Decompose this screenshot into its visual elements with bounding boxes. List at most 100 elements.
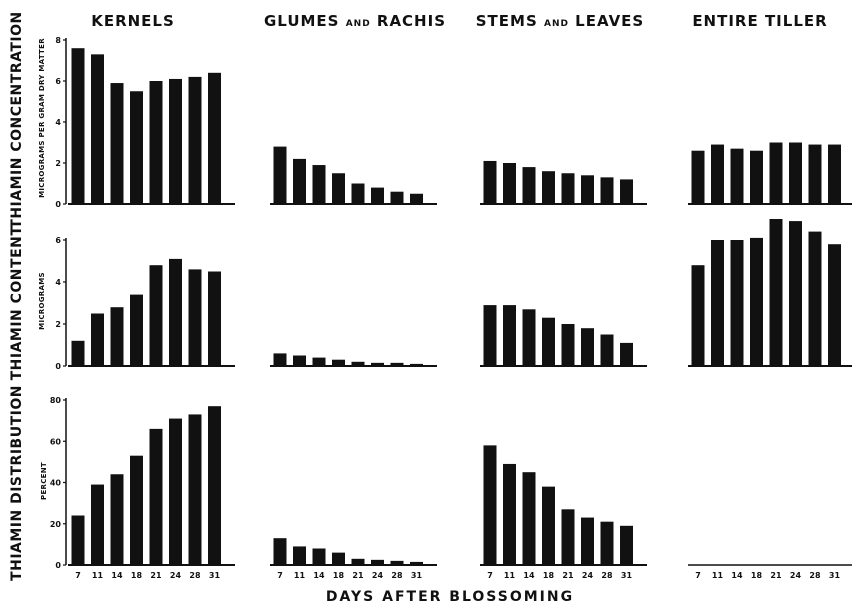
row-label: THIAMIN CONCENTRATION [9, 11, 25, 228]
bar [188, 269, 202, 366]
y-tick-label: 2 [55, 320, 61, 329]
bar [169, 418, 182, 565]
bar [130, 294, 143, 366]
x-tick-label: 24 [582, 571, 594, 580]
bar [351, 558, 365, 565]
x-tick-label: 21 [352, 571, 364, 580]
y-tick-label: 2 [55, 159, 61, 168]
row-unit-label: MICROGRAMS PER GRAM DRY MATTER [38, 38, 46, 198]
bar [188, 414, 202, 565]
bar [483, 160, 497, 204]
bar [769, 142, 783, 204]
bar [149, 428, 163, 565]
bar [561, 509, 575, 565]
bar [620, 179, 633, 204]
x-tick-label: 21 [770, 571, 782, 580]
x-tick-label: 21 [150, 571, 162, 580]
bar [620, 342, 633, 366]
x-tick-label: 18 [131, 571, 143, 580]
x-tick-label: 11 [92, 571, 104, 580]
column-title: ENTIRE TILLER [692, 12, 827, 30]
bar [828, 144, 841, 204]
bar [730, 240, 744, 366]
bar [750, 150, 763, 204]
bar [542, 317, 555, 366]
bar [561, 173, 575, 204]
x-tick-label: 7 [277, 571, 283, 580]
bar [149, 81, 163, 204]
x-tick-label: 14 [731, 571, 743, 580]
bar [483, 305, 497, 366]
y-tick-label: 6 [55, 236, 61, 245]
bar [332, 173, 345, 204]
bar [410, 363, 423, 366]
column-title: STEMS AND LEAVES [476, 12, 644, 30]
x-tick-label: 28 [189, 571, 201, 580]
x-tick-label: 7 [695, 571, 701, 580]
bar [71, 48, 85, 205]
bar [149, 265, 163, 366]
bar [483, 445, 497, 565]
x-tick-label: 11 [504, 571, 516, 580]
bar [71, 515, 85, 565]
x-tick-label: 7 [487, 571, 493, 580]
column-title: KERNELS [91, 12, 175, 30]
bar [390, 362, 404, 366]
x-tick-label: 14 [523, 571, 535, 580]
bar [410, 561, 423, 565]
bar [371, 187, 384, 204]
bar [390, 560, 404, 565]
row-label: THIAMIN DISTRIBUTION [9, 385, 25, 581]
bar [110, 474, 124, 565]
bar [91, 313, 104, 366]
x-tick-label: 18 [751, 571, 763, 580]
bar [691, 150, 705, 204]
bar [620, 525, 633, 565]
x-tick-label: 28 [809, 571, 821, 580]
bar [312, 548, 326, 565]
bar [273, 538, 287, 565]
bar [188, 76, 202, 204]
y-tick-label: 80 [50, 396, 62, 405]
bar [332, 552, 345, 565]
bar [600, 334, 614, 366]
bar [542, 171, 555, 204]
bar [293, 158, 306, 204]
row-unit-label: PERCENT [40, 462, 48, 500]
bar [581, 517, 594, 565]
y-tick-label: 0 [55, 200, 61, 209]
bar [730, 148, 744, 204]
x-tick-label: 24 [790, 571, 802, 580]
x-tick-label: 18 [333, 571, 345, 580]
bar [293, 355, 306, 366]
bar [273, 146, 287, 204]
x-tick-label: 14 [111, 571, 123, 580]
y-tick-label: 4 [55, 278, 61, 287]
bar [208, 406, 221, 565]
y-tick-label: 0 [55, 362, 61, 371]
column-title: GLUMES AND RACHIS [264, 12, 446, 30]
bar [691, 265, 705, 366]
bar [110, 83, 124, 204]
bar [110, 307, 124, 366]
bar [169, 78, 182, 204]
bar [130, 455, 143, 565]
x-tick-label: 14 [313, 571, 325, 580]
bar [522, 472, 536, 565]
y-tick-label: 60 [50, 437, 62, 446]
bar [351, 361, 365, 366]
bar [503, 305, 516, 366]
bar [208, 271, 221, 366]
bar [561, 324, 575, 366]
x-tick-label: 11 [712, 571, 724, 580]
bar [130, 91, 143, 204]
bar [522, 167, 536, 204]
y-tick-label: 40 [50, 479, 62, 488]
bar [208, 72, 221, 204]
bar [293, 546, 306, 565]
bar [789, 142, 802, 204]
bar [410, 193, 423, 204]
x-tick-label: 28 [601, 571, 613, 580]
bar [312, 357, 326, 366]
